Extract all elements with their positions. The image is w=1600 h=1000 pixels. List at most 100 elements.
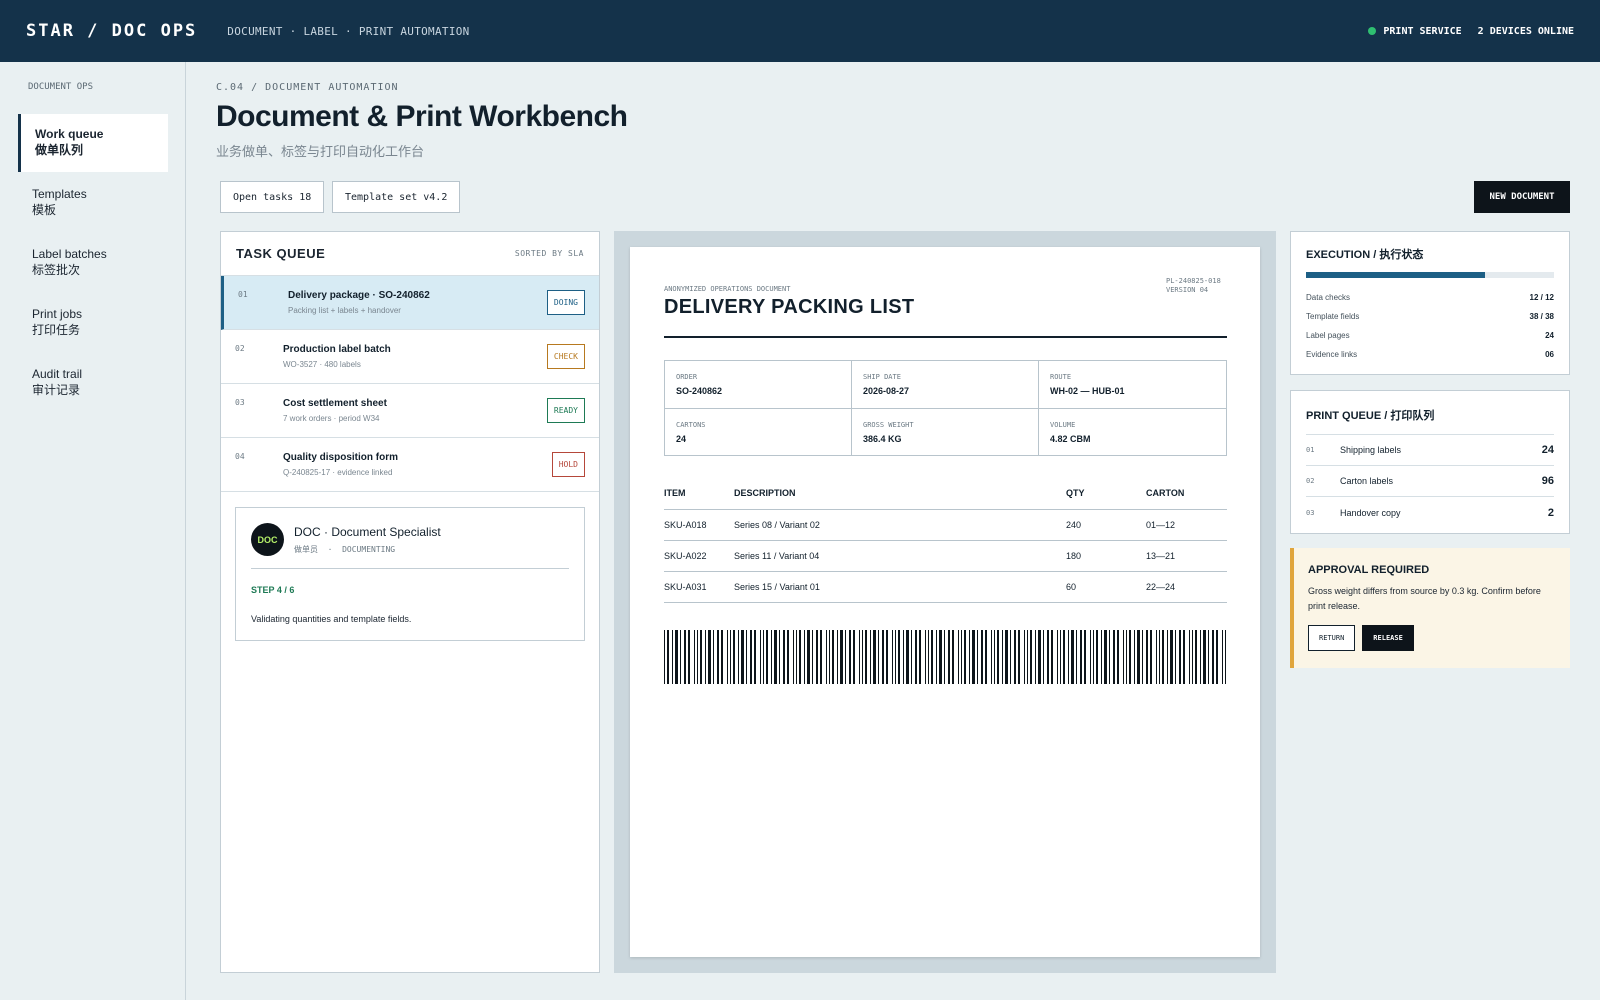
task-queue-header: TASK QUEUE SORTED BY SLA: [221, 232, 599, 276]
execution-label: Label pages: [1306, 331, 1350, 340]
task-name: Production label batch: [283, 344, 391, 355]
sidebar-item-sublabel: 标签批次: [32, 263, 81, 277]
task-row[interactable]: 01 Delivery package · SO-240862 Packing …: [221, 276, 599, 330]
execution-label: Data checks: [1306, 293, 1351, 302]
job-label: Handover copy: [1340, 507, 1401, 518]
table-cell: 240: [1066, 509, 1146, 541]
execution-progress-bar: [1306, 272, 1554, 278]
agent-role-en: DOCUMENTING: [342, 545, 396, 554]
task-number: 02: [235, 344, 245, 353]
list-item[interactable]: 01 Shipping labels 24: [1306, 435, 1554, 466]
service-status: PRINT SERVICE 2 DEVICES ONLINE: [1368, 26, 1574, 37]
approval-message: Gross weight differs from source by 0.3 …: [1308, 586, 1541, 611]
sidebar-item-work-queue[interactable]: Work queue 做单队列: [18, 114, 168, 172]
divider: [251, 568, 569, 569]
table-cell: Series 11 / Variant 04: [734, 540, 1066, 572]
execution-value: 38 / 38: [1529, 312, 1554, 321]
approval-actions: RETURN RELEASE: [1308, 625, 1556, 651]
breadcrumb: C.04 / DOCUMENT AUTOMATION: [216, 82, 399, 93]
meta-cell: ORDER SO-240862: [665, 361, 852, 409]
status-badge: CHECK: [546, 344, 585, 369]
task-number: 04: [235, 452, 245, 461]
execution-label: Template fields: [1306, 312, 1360, 321]
task-detail: Packing list + labels + handover: [288, 306, 401, 315]
sidebar-item-templates[interactable]: Templates 模板: [18, 174, 168, 232]
title-rule: [664, 336, 1227, 338]
execution-value: 06: [1545, 350, 1554, 359]
task-name: Delivery package · SO-240862: [288, 290, 430, 301]
table-cell: SKU-A022: [664, 540, 734, 572]
document-meta-grid: ORDER SO-240862 SHIP DATE 2026-08-27 ROU…: [664, 360, 1227, 456]
table-header-row: ITEM DESCRIPTION QTY CARTON: [664, 478, 1227, 510]
table-cell: 22—24: [1146, 571, 1227, 603]
task-queue-panel: TASK QUEUE SORTED BY SLA 01 Delivery pac…: [220, 231, 600, 973]
release-button[interactable]: RELEASE: [1362, 625, 1414, 651]
top-nav: DOCUMENT · LABEL · PRINT AUTOMATION: [227, 24, 470, 38]
meta-value: WH-02 — HUB-01: [1050, 386, 1125, 396]
sidebar-item-label: Templates: [32, 187, 87, 201]
task-queue-title: TASK QUEUE: [236, 246, 326, 261]
sidebar-item-print-jobs[interactable]: Print jobs 打印任务: [18, 294, 168, 352]
job-label: Carton labels: [1340, 476, 1394, 486]
meta-key: GROSS WEIGHT: [863, 421, 914, 429]
meta-value: 24: [676, 434, 687, 444]
agent-name: DOC · Document Specialist: [294, 525, 441, 539]
job-number: 03: [1306, 508, 1315, 517]
brand-logo[interactable]: STAR / DOC OPS: [26, 21, 198, 41]
execution-row: Template fields 38 / 38: [1306, 307, 1554, 326]
open-tasks-chip[interactable]: Open tasks 18: [220, 181, 325, 213]
task-name: Quality disposition form: [283, 452, 399, 463]
sidebar-item-audit-trail[interactable]: Audit trail 审计记录: [18, 354, 168, 412]
step-indicator: STEP 4 / 6: [251, 585, 295, 595]
document-version: VERSION 04: [1166, 286, 1209, 294]
list-item[interactable]: 03 Handover copy 2: [1306, 497, 1554, 528]
status-badge: HOLD: [551, 452, 585, 477]
meta-key: CARTONS: [676, 421, 706, 429]
task-row[interactable]: 03 Cost settlement sheet 7 work orders ·…: [221, 384, 599, 438]
document-classification: ANONYMIZED OPERATIONS DOCUMENT: [664, 285, 791, 293]
sidebar-item-label-batches[interactable]: Label batches 标签批次: [18, 234, 168, 292]
column-header: CARTON: [1146, 478, 1227, 510]
agent-role-zh: 做单员: [294, 545, 318, 554]
meta-cell: SHIP DATE 2026-08-27: [852, 361, 1039, 409]
column-header: QTY: [1066, 478, 1146, 510]
print-service-label: PRINT SERVICE: [1383, 25, 1462, 37]
execution-label: Evidence links: [1306, 350, 1358, 359]
task-row[interactable]: 02 Production label batch WO-3527 · 480 …: [221, 330, 599, 384]
meta-key: SHIP DATE: [863, 373, 901, 381]
agent-role: 做单员 · DOCUMENTING: [294, 544, 395, 555]
meta-key: VOLUME: [1050, 421, 1076, 429]
new-document-button[interactable]: NEW DOCUMENT: [1474, 181, 1570, 213]
meta-value: SO-240862: [676, 386, 723, 396]
document-ref-number: PL-240825-018: [1166, 277, 1221, 285]
job-count: 24: [1541, 444, 1554, 456]
table-cell: 180: [1066, 540, 1146, 572]
table-row: SKU-A018 Series 08 / Variant 02 240 01—1…: [664, 509, 1227, 541]
print-queue-list: 01 Shipping labels 24 02 Carton labels 9…: [1306, 434, 1554, 528]
meta-value: 386.4 KG: [863, 434, 902, 444]
sort-label[interactable]: SORTED BY SLA: [514, 249, 584, 258]
avatar: DOC: [251, 523, 284, 556]
return-button[interactable]: RETURN: [1308, 625, 1356, 651]
list-item[interactable]: 02 Carton labels 96: [1306, 466, 1554, 497]
job-count: 2: [1547, 506, 1554, 519]
sidebar-item-sublabel: 打印任务: [32, 323, 81, 337]
task-row[interactable]: 04 Quality disposition form Q-240825-17 …: [221, 438, 599, 492]
document-preview: ANONYMIZED OPERATIONS DOCUMENT DELIVERY …: [614, 231, 1276, 973]
execution-value: 24: [1545, 331, 1554, 340]
job-count: 96: [1541, 475, 1554, 487]
agent-message: Validating quantities and template field…: [251, 614, 412, 624]
task-number: 03: [235, 398, 245, 407]
agent-card: DOC DOC · Document Specialist 做单员 · DOCU…: [235, 507, 585, 641]
sidebar-item-label: Label batches: [32, 247, 107, 261]
sidebar-item-label: Print jobs: [32, 307, 83, 321]
table-row: SKU-A022 Series 11 / Variant 04 180 13—2…: [664, 540, 1227, 572]
column-header: ITEM: [664, 478, 734, 510]
barcode: [664, 630, 1226, 684]
table-cell: SKU-A031: [664, 571, 734, 603]
devices-online-label: 2 DEVICES ONLINE: [1477, 25, 1574, 37]
template-set-chip[interactable]: Template set v4.2: [332, 181, 461, 213]
agent-role-separator: ·: [327, 545, 333, 554]
job-number: 02: [1306, 477, 1315, 485]
execution-row: Data checks 12 / 12: [1306, 288, 1554, 307]
